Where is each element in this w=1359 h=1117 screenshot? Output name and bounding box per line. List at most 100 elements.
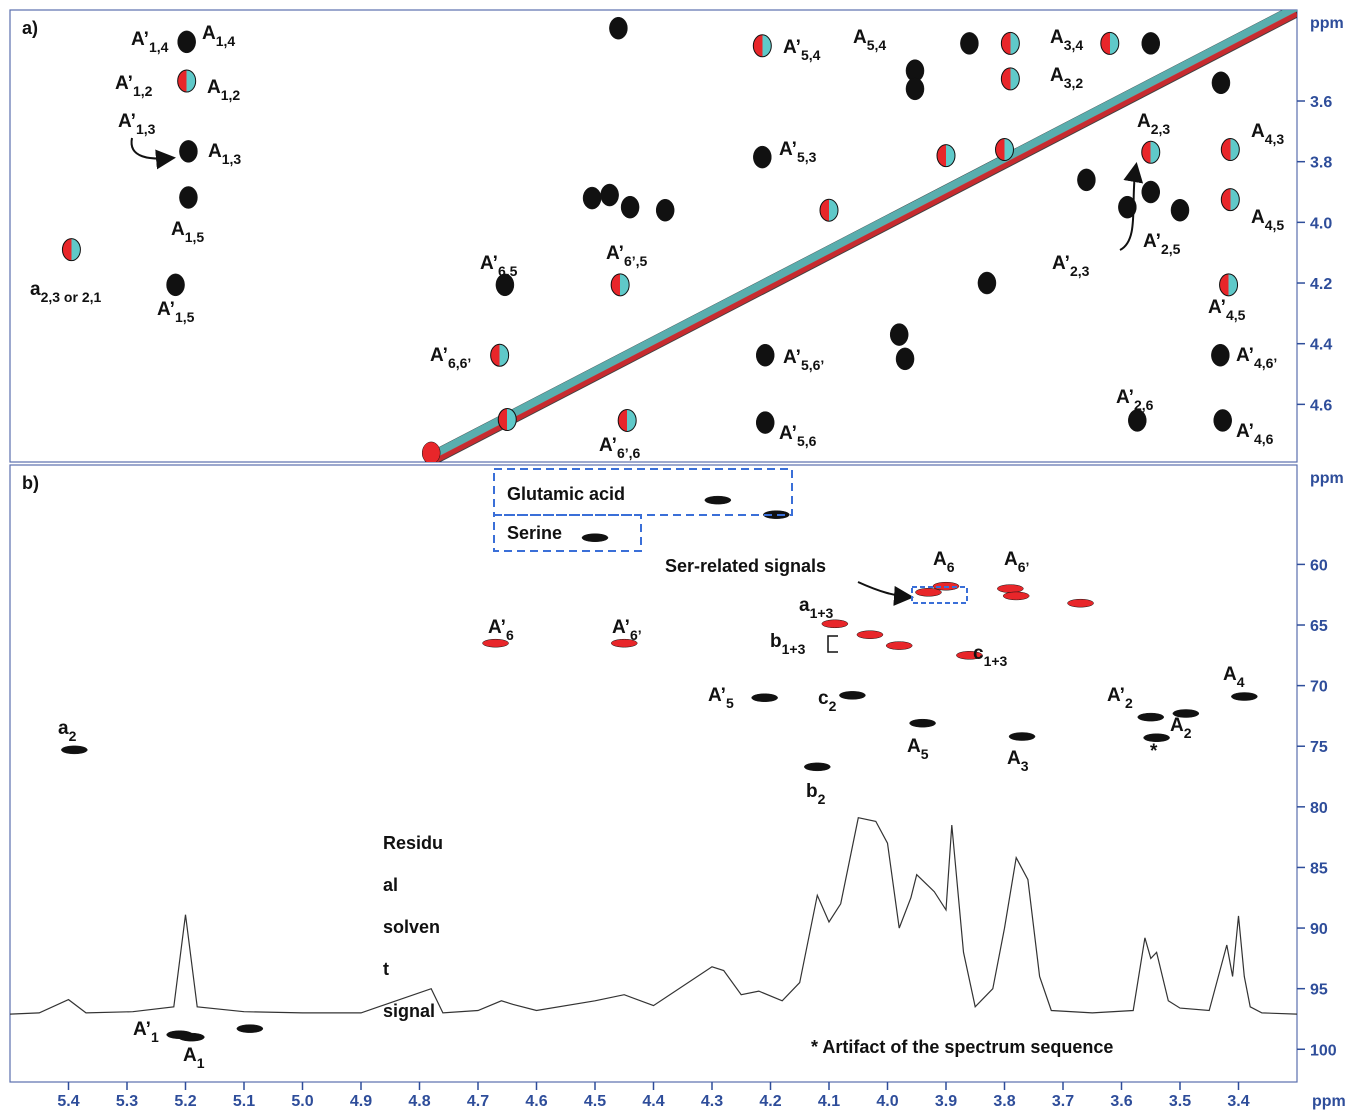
label-base: A’	[1236, 421, 1254, 442]
label-sub: 4,3	[1265, 131, 1285, 147]
label-base: A’	[1208, 297, 1226, 318]
dashed-box	[911, 586, 968, 604]
peak-label: a1+3	[799, 595, 834, 621]
x-tick-label: 4.6	[525, 1093, 547, 1110]
peak-label: b1+3	[770, 631, 806, 657]
label-sub: 2	[69, 728, 77, 744]
label-sub: 1+3	[984, 653, 1008, 669]
label-base: A’	[708, 685, 726, 706]
peak	[1211, 71, 1231, 95]
peak	[1100, 31, 1120, 55]
peak-label: A’5,3	[779, 139, 817, 165]
peak-label: A’4,5	[1208, 297, 1246, 323]
peak	[885, 641, 913, 650]
peak	[179, 140, 198, 163]
panel-label: a)	[22, 18, 38, 38]
peak-label: A’4,6	[1236, 421, 1274, 447]
label-sub: 3	[1021, 758, 1029, 774]
x-tick-label: 5.1	[233, 1093, 255, 1110]
peak-label: A’5,4	[783, 37, 821, 63]
peak	[178, 1032, 205, 1042]
label-base: A	[171, 219, 185, 240]
peak-label: A’1,2	[115, 73, 153, 99]
label-base: A	[1137, 111, 1151, 132]
peak-label: A’1,3	[118, 111, 156, 137]
label-sub: 6	[947, 559, 955, 575]
peak	[482, 638, 509, 648]
arrow	[857, 581, 914, 606]
label-base: A’	[783, 37, 801, 58]
peak	[997, 584, 1024, 593]
peak-label: a2,3 or 2,1	[30, 279, 101, 305]
peak	[620, 195, 640, 219]
label-sub: 4,6’	[1254, 355, 1277, 371]
peak	[179, 186, 198, 209]
peak	[1143, 733, 1170, 742]
label-base: A	[1223, 664, 1237, 685]
peak-label: A’1,5	[157, 299, 195, 325]
label-sub: 2	[1125, 695, 1133, 711]
peak-label: A’4,6’	[1236, 345, 1277, 371]
projection-trace	[10, 816, 1297, 1015]
label-sub: 3,2	[1064, 75, 1084, 91]
peak	[1172, 709, 1200, 718]
label-base: A’	[1236, 345, 1254, 366]
label-sub: 1+3	[782, 641, 806, 657]
label-sub: 5	[726, 695, 734, 711]
peak-label: A’2,3	[1052, 253, 1090, 279]
peak-label: A’6’	[612, 617, 642, 643]
x-tick-label: 4.8	[408, 1093, 430, 1110]
y-tick-label: 4.4	[1310, 337, 1332, 354]
peak	[177, 30, 196, 54]
peak-label: A2	[1170, 715, 1192, 741]
label-base: A	[907, 736, 921, 757]
annotation: solven	[383, 917, 440, 937]
peak-label: *	[1150, 741, 1158, 762]
panel-a-plot	[61, 10, 1297, 462]
peak	[1211, 343, 1230, 367]
label-base: A	[1050, 65, 1064, 86]
label-sub: 2	[829, 698, 837, 714]
annotation: signal	[383, 1001, 435, 1021]
label-base: A’	[157, 299, 175, 320]
x-tick-label: 3.6	[1110, 1093, 1132, 1110]
x-tick-label: 4.2	[759, 1093, 781, 1110]
annotation: t	[383, 959, 389, 979]
peak	[905, 77, 925, 101]
label-sub: 2	[1184, 725, 1192, 741]
peak-label: A’2,5	[1143, 231, 1181, 257]
y-tick-label: 100	[1310, 1042, 1337, 1059]
peak	[581, 533, 609, 542]
peak-label: c1+3	[973, 643, 1008, 669]
label-base: A’	[133, 1019, 151, 1040]
label-sub: 1,5	[175, 309, 195, 325]
label-base: A’	[779, 139, 797, 160]
x-tick-label: 5.0	[291, 1093, 313, 1110]
label-base: a	[799, 595, 810, 616]
peak	[839, 691, 866, 700]
y-tick-label: 4.2	[1310, 276, 1332, 293]
label-base: A	[853, 27, 867, 48]
peak-label: A’6’,6	[599, 435, 641, 461]
peak-label: A4	[1223, 664, 1245, 690]
label-sub: 5	[921, 746, 929, 762]
peak	[1002, 591, 1030, 601]
label-sub: 5,4	[867, 37, 887, 53]
label-base: A’	[783, 347, 801, 368]
label-base: b	[806, 781, 818, 802]
annotation: Glutamic acid	[507, 484, 625, 504]
y-tick-label: 80	[1310, 800, 1328, 817]
peak	[1077, 168, 1096, 192]
peak	[1141, 140, 1161, 164]
x-tick-label: 4.9	[350, 1093, 372, 1110]
label-base: A’	[606, 243, 624, 264]
peak	[1118, 195, 1137, 219]
label-sub: 5,6’	[801, 357, 824, 373]
label-base: A	[202, 23, 216, 44]
peak	[977, 271, 997, 295]
peak	[61, 238, 81, 262]
peak-label: A1	[183, 1045, 205, 1071]
x-tick-label: 4.5	[584, 1093, 606, 1110]
peak	[1220, 188, 1240, 212]
annotation: Serine	[507, 523, 562, 543]
